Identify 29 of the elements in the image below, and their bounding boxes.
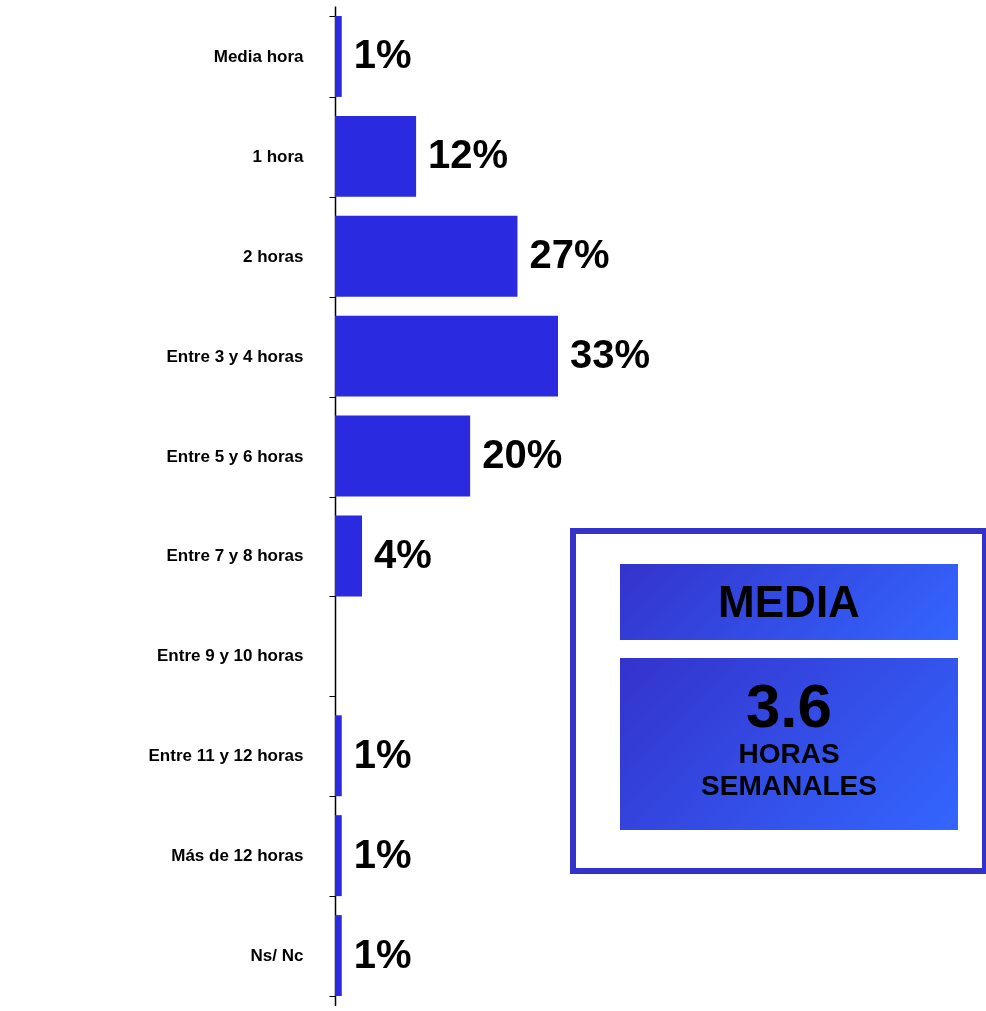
bar [335, 415, 471, 497]
bar [335, 215, 518, 297]
y-tick-label: Entre 11 y 12 horas [148, 746, 304, 766]
y-tick-label: Entre 5 y 6 horas [166, 446, 304, 466]
data-label: 4% [374, 531, 432, 576]
y-tick-label: Más de 12 horas [171, 846, 304, 866]
y-tick-label: Entre 7 y 8 horas [166, 546, 304, 566]
data-label: 27% [529, 232, 610, 277]
y-tick-label: Ns/ Nc [250, 946, 304, 966]
y-tick-label: Media hora [213, 46, 305, 66]
bar [335, 15, 342, 97]
data-label: 1% [353, 32, 412, 77]
data-label: 20% [482, 432, 563, 477]
data-label: 1% [353, 831, 412, 876]
bar [335, 515, 363, 597]
y-tick-label: Entre 3 y 4 horas [166, 346, 304, 366]
data-label: 1% [353, 731, 412, 776]
y-tick-label: 2 horas [243, 246, 304, 266]
y-tick-label: 1 hora [252, 146, 305, 166]
bar [335, 915, 342, 997]
y-tick-label: Entre 9 y 10 horas [157, 646, 304, 666]
bar [335, 715, 342, 797]
summary-box: MEDIA 3.6 HORAS SEMANALES [570, 528, 986, 874]
data-label: 33% [570, 332, 651, 377]
data-label: 12% [428, 132, 509, 177]
data-label: 1% [353, 931, 412, 976]
bar [335, 115, 417, 197]
bar [335, 315, 558, 397]
bar [335, 815, 342, 897]
